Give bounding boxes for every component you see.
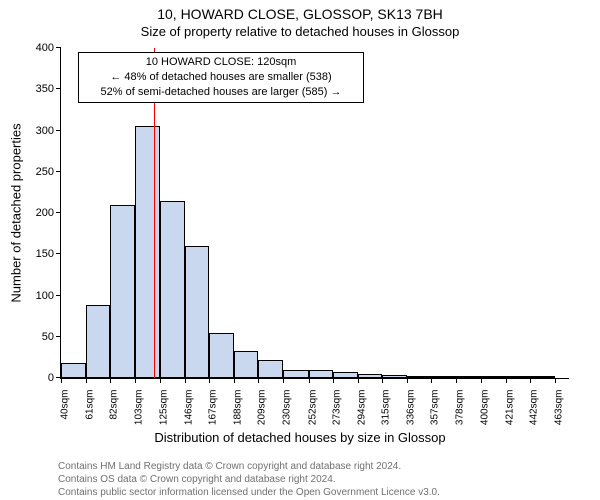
histogram-bar xyxy=(234,351,259,378)
x-tick xyxy=(506,378,507,383)
subtitle: Size of property relative to detached ho… xyxy=(0,22,600,39)
histogram-bar xyxy=(407,376,432,378)
y-tick-label: 350 xyxy=(36,83,54,95)
x-tick xyxy=(234,378,235,383)
histogram-bar xyxy=(530,376,555,378)
y-tick xyxy=(56,336,61,337)
y-tick xyxy=(56,47,61,48)
footer-line-3: Contains public sector information licen… xyxy=(58,486,440,499)
x-tick xyxy=(481,378,482,383)
histogram-bar xyxy=(110,205,135,378)
histogram-bar xyxy=(333,372,358,378)
x-tick xyxy=(530,378,531,383)
histogram-bar xyxy=(382,375,407,378)
x-tick xyxy=(555,378,556,383)
x-tick xyxy=(456,378,457,383)
histogram-bar xyxy=(358,374,383,378)
x-tick xyxy=(431,378,432,383)
x-tick xyxy=(61,378,62,383)
x-axis-label: Distribution of detached houses by size … xyxy=(0,430,600,445)
histogram-bar xyxy=(160,201,185,378)
y-tick-label: 400 xyxy=(36,42,54,54)
y-tick-label: 250 xyxy=(36,166,54,178)
histogram-bar xyxy=(506,376,531,378)
annotation-line: 52% of semi-detached houses are larger (… xyxy=(85,85,357,100)
annotation-box: 10 HOWARD CLOSE: 120sqm← 48% of detached… xyxy=(78,52,364,103)
footer-line-1: Contains HM Land Registry data © Crown c… xyxy=(58,460,440,473)
x-tick xyxy=(258,378,259,383)
x-tick xyxy=(160,378,161,383)
annotation-line: 10 HOWARD CLOSE: 120sqm xyxy=(85,55,357,70)
y-tick-label: 300 xyxy=(36,125,54,137)
y-tick-label: 100 xyxy=(36,290,54,302)
x-tick xyxy=(110,378,111,383)
y-tick xyxy=(56,130,61,131)
histogram-bar xyxy=(185,246,210,378)
y-tick-label: 150 xyxy=(36,248,54,260)
x-tick xyxy=(86,378,87,383)
x-tick xyxy=(283,378,284,383)
y-tick-label: 50 xyxy=(42,331,54,343)
histogram-bar xyxy=(61,363,86,378)
histogram-bar xyxy=(456,376,482,378)
y-axis-label: Number of detached properties xyxy=(9,123,24,302)
histogram-bar xyxy=(258,360,283,378)
y-tick xyxy=(56,171,61,172)
histogram-bar xyxy=(481,376,506,378)
y-tick xyxy=(56,253,61,254)
x-tick xyxy=(309,378,310,383)
x-tick xyxy=(185,378,186,383)
histogram-bar xyxy=(86,305,111,378)
histogram-bar xyxy=(309,370,334,378)
y-tick xyxy=(56,295,61,296)
x-tick xyxy=(407,378,408,383)
histogram-bar xyxy=(209,333,234,378)
copyright-footer: Contains HM Land Registry data © Crown c… xyxy=(58,460,440,499)
x-tick xyxy=(358,378,359,383)
histogram-bar xyxy=(135,126,161,378)
histogram-bar xyxy=(283,370,309,378)
x-tick xyxy=(382,378,383,383)
address-title: 10, HOWARD CLOSE, GLOSSOP, SK13 7BH xyxy=(0,0,600,22)
x-tick xyxy=(209,378,210,383)
y-tick-label: 200 xyxy=(36,207,54,219)
y-tick xyxy=(56,88,61,89)
footer-line-2: Contains OS data © Crown copyright and d… xyxy=(58,473,440,486)
x-tick xyxy=(135,378,136,383)
x-tick xyxy=(333,378,334,383)
figure-container: 10, HOWARD CLOSE, GLOSSOP, SK13 7BH Size… xyxy=(0,0,600,500)
y-tick xyxy=(56,212,61,213)
histogram-bar xyxy=(431,376,456,378)
annotation-line: ← 48% of detached houses are smaller (53… xyxy=(85,70,357,85)
y-tick-label: 0 xyxy=(48,372,54,384)
